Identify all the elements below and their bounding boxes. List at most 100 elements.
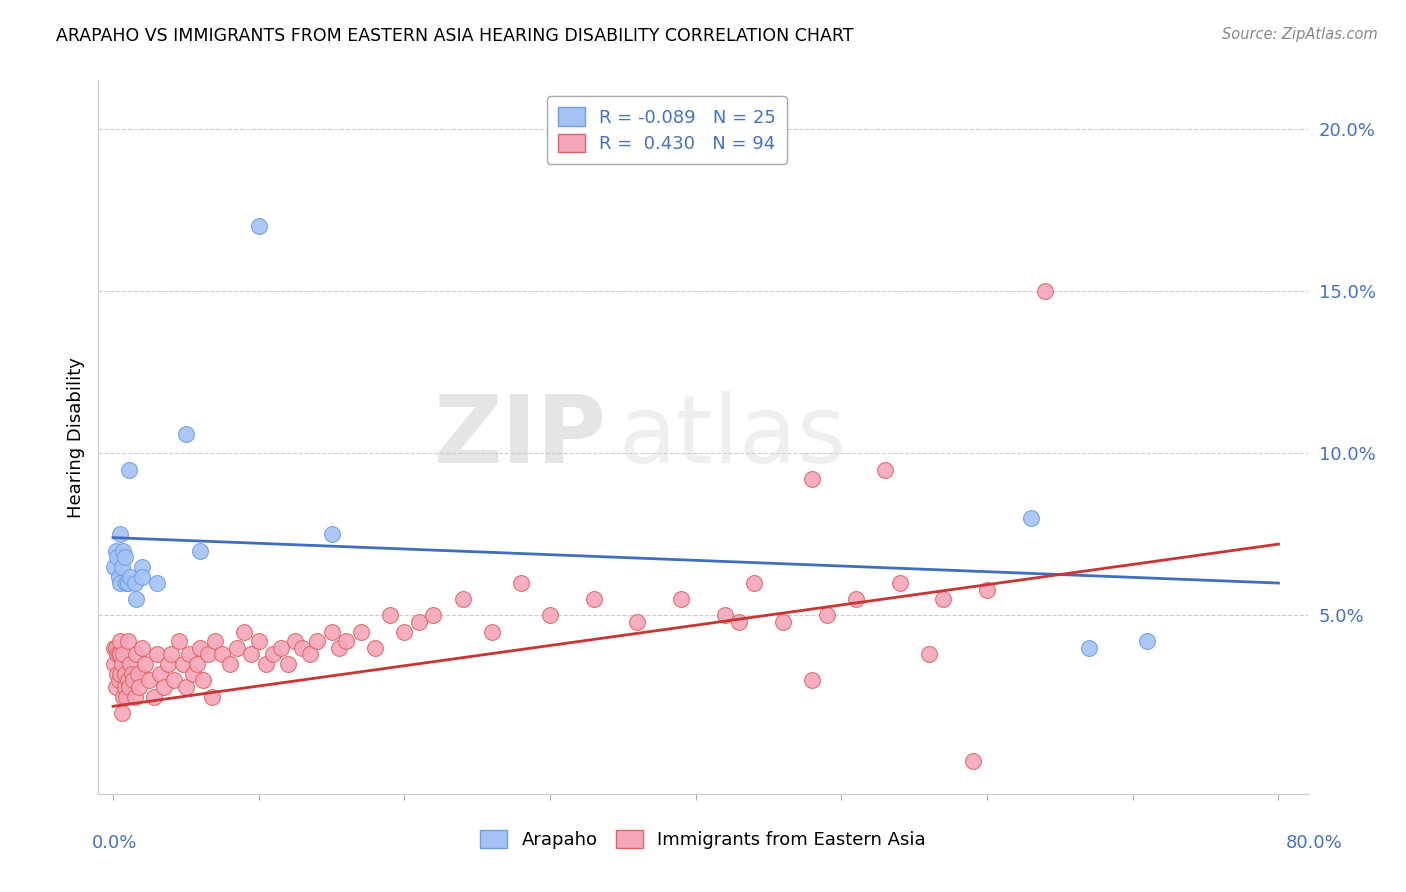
Point: [145, 648, 167, 662]
Point: [163, 673, 186, 688]
Point: [104, 680, 127, 694]
Point: [742, 576, 765, 591]
Text: Source: ZipAtlas.com: Source: ZipAtlas.com: [1222, 27, 1378, 42]
Text: 80.0%: 80.0%: [1286, 834, 1343, 852]
Point: [110, 576, 132, 591]
Point: [110, 666, 132, 681]
Point: [298, 648, 321, 662]
Point: [114, 680, 136, 694]
Point: [201, 690, 224, 704]
Point: [118, 680, 141, 694]
Point: [112, 648, 135, 662]
Point: [153, 680, 176, 694]
Point: [112, 690, 135, 704]
Point: [174, 426, 197, 441]
Point: [190, 543, 212, 558]
Point: [131, 640, 153, 655]
Point: [328, 640, 350, 655]
Text: ZIP: ZIP: [433, 391, 606, 483]
Point: [291, 640, 314, 655]
Point: [422, 608, 444, 623]
Point: [181, 666, 204, 681]
Point: [115, 576, 138, 591]
Point: [801, 472, 824, 486]
Point: [321, 624, 343, 639]
Point: [120, 657, 142, 672]
Point: [669, 592, 692, 607]
Point: [121, 666, 143, 681]
Point: [262, 648, 284, 662]
Point: [149, 666, 172, 681]
Point: [104, 640, 127, 655]
Y-axis label: Hearing Disability: Hearing Disability: [66, 357, 84, 517]
Point: [115, 690, 138, 704]
Point: [160, 648, 183, 662]
Point: [728, 615, 751, 629]
Point: [128, 680, 150, 694]
Point: [112, 543, 135, 558]
Point: [538, 608, 561, 623]
Point: [111, 657, 134, 672]
Point: [110, 527, 132, 541]
Point: [408, 615, 430, 629]
Point: [111, 559, 134, 574]
Point: [225, 640, 247, 655]
Point: [335, 634, 357, 648]
Point: [197, 648, 219, 662]
Point: [918, 648, 941, 662]
Point: [509, 576, 531, 591]
Point: [108, 648, 131, 662]
Point: [394, 624, 416, 639]
Point: [270, 640, 292, 655]
Point: [451, 592, 474, 607]
Point: [889, 576, 911, 591]
Point: [211, 648, 233, 662]
Point: [105, 550, 128, 565]
Point: [714, 608, 737, 623]
Point: [254, 657, 277, 672]
Point: [174, 680, 197, 694]
Point: [111, 706, 134, 720]
Point: [131, 569, 153, 583]
Point: [145, 576, 167, 591]
Point: [124, 576, 146, 591]
Point: [481, 624, 503, 639]
Point: [110, 634, 132, 648]
Point: [108, 569, 131, 583]
Point: [190, 640, 212, 655]
Point: [204, 634, 226, 648]
Point: [104, 543, 127, 558]
Point: [110, 648, 132, 662]
Point: [157, 657, 180, 672]
Point: [172, 657, 194, 672]
Point: [138, 673, 160, 688]
Text: atlas: atlas: [619, 391, 846, 483]
Point: [378, 608, 401, 623]
Point: [114, 666, 136, 681]
Point: [103, 657, 125, 672]
Point: [177, 648, 200, 662]
Point: [103, 640, 125, 655]
Text: 0.0%: 0.0%: [91, 834, 136, 852]
Point: [962, 755, 984, 769]
Point: [103, 559, 125, 574]
Point: [108, 673, 131, 688]
Point: [114, 550, 136, 565]
Point: [125, 648, 148, 662]
Point: [122, 673, 145, 688]
Point: [875, 462, 897, 476]
Point: [1033, 284, 1056, 298]
Point: [801, 673, 824, 688]
Point: [240, 648, 263, 662]
Legend: R = -0.089   N = 25, R =  0.430   N = 94: R = -0.089 N = 25, R = 0.430 N = 94: [547, 96, 787, 164]
Point: [233, 624, 256, 639]
Point: [117, 673, 139, 688]
Point: [134, 657, 156, 672]
Point: [105, 666, 128, 681]
Point: [125, 592, 148, 607]
Point: [193, 673, 215, 688]
Point: [321, 527, 343, 541]
Point: [118, 462, 141, 476]
Point: [350, 624, 373, 639]
Point: [247, 219, 270, 234]
